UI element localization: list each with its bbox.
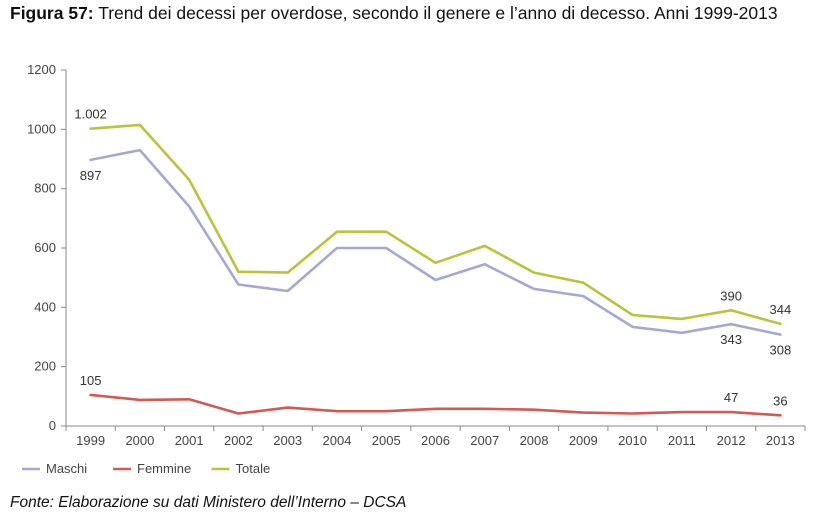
chart-series [89, 123, 782, 417]
x-tick-label: 2010 [618, 433, 647, 448]
y-tick-label: 400 [34, 299, 56, 314]
data-label: 1.002 [74, 107, 107, 122]
x-tick-label: 1999 [76, 433, 105, 448]
x-tick-label: 2002 [224, 433, 253, 448]
legend-label-femmine: Femmine [137, 461, 191, 476]
figure-title: Figura 57: Trend dei decessi per overdos… [10, 3, 825, 24]
figure-label: Figura 57: [10, 3, 94, 23]
chart-data-labels: 1.002 897 105 390 343 344 308 47 36 [74, 107, 791, 409]
x-tick-label: 2009 [569, 433, 598, 448]
legend-label-maschi: Maschi [46, 461, 87, 476]
chart-legend: Maschi Femmine Totale [22, 461, 270, 476]
data-label: 390 [720, 288, 742, 303]
series-line-totale [89, 123, 782, 326]
legend-label-totale: Totale [236, 461, 271, 476]
x-tick-label: 2007 [470, 433, 499, 448]
x-tick-label: 2006 [421, 433, 450, 448]
x-tick-label: 2013 [766, 433, 795, 448]
x-tick-label: 2003 [273, 433, 302, 448]
x-tick-label: 2005 [372, 433, 401, 448]
y-tick-label: 600 [34, 240, 56, 255]
y-tick-label: 1000 [27, 121, 56, 136]
data-label: 308 [770, 343, 792, 358]
y-tick-label: 0 [49, 418, 56, 433]
x-tick-label: 2000 [125, 433, 154, 448]
chart-axes: 0 200 400 600 800 1000 1200 1999 2000 2001 2002 200… [27, 62, 806, 448]
figure-title-text: Trend dei decessi per overdose, secondo … [98, 3, 778, 23]
data-label: 105 [80, 373, 102, 388]
data-label: 343 [720, 332, 742, 347]
data-label: 47 [724, 390, 738, 405]
x-tick-label: 2011 [668, 433, 696, 448]
y-tick-label: 200 [34, 359, 56, 374]
data-label: 344 [770, 302, 792, 317]
x-tick-label: 2008 [520, 433, 549, 448]
x-tick-label: 2012 [717, 433, 746, 448]
y-tick-label: 1200 [27, 62, 56, 77]
data-label: 36 [773, 393, 787, 408]
x-tick-label: 2004 [323, 433, 352, 448]
data-label: 897 [80, 168, 102, 183]
figure-source: Fonte: Elaborazione su dati Ministero de… [10, 494, 407, 511]
x-tick-label: 2001 [175, 433, 204, 448]
series-line-femmine [89, 393, 782, 417]
y-tick-label: 800 [34, 181, 56, 196]
series-line-maschi [89, 148, 782, 336]
